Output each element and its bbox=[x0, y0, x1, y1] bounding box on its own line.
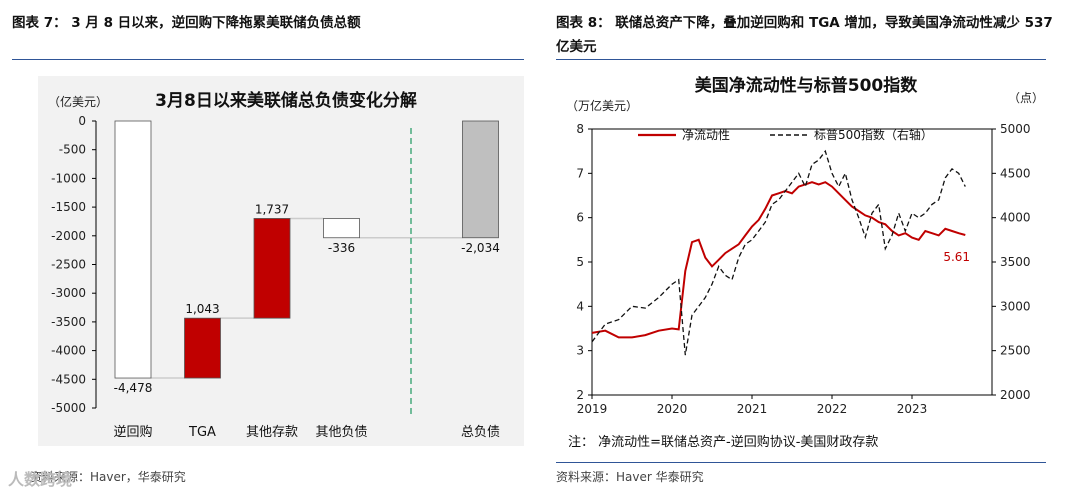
waterfall-y-tick-label: -2000 bbox=[51, 229, 86, 243]
left-y-tick-label: 3 bbox=[576, 344, 584, 358]
waterfall-bar bbox=[114, 120, 152, 379]
waterfall-y-tick-label: -3000 bbox=[51, 286, 86, 300]
x-tick-label: 2020 bbox=[657, 402, 688, 416]
liquidity-chart-title: 美国净流动性与标普500指数 bbox=[695, 75, 918, 96]
waterfall-category-label: 逆回购 bbox=[113, 424, 152, 440]
waterfall-category-label: 其他存款 bbox=[246, 425, 298, 440]
waterfall-y-tick-label: 0 bbox=[78, 114, 86, 128]
waterfall-y-tick-label: -500 bbox=[59, 143, 86, 157]
waterfall-category-label: TGA bbox=[188, 425, 216, 440]
liquidity-chart-svg: 美国净流动性与标普500指数 （万亿美元） （点） 2 3 4 5 6 7 8 2000 250… bbox=[566, 75, 1044, 450]
left-axis-label: （万亿美元） bbox=[566, 98, 638, 113]
right-y-tick-label: 3500 bbox=[1000, 255, 1031, 269]
plot-frame bbox=[591, 128, 993, 396]
left-y-tick-label: 5 bbox=[576, 255, 584, 269]
waterfall-y-tick-label: -4000 bbox=[51, 344, 86, 358]
liquidity-legend: 净流动性 标普500指数（右轴） bbox=[638, 127, 933, 142]
left-y-tick-label: 7 bbox=[576, 166, 584, 180]
caption-rule-right bbox=[556, 59, 1046, 60]
waterfall-y-axis-label: （亿美元） bbox=[48, 94, 108, 109]
right-y-tick-label: 2500 bbox=[1000, 344, 1031, 358]
waterfall-bar bbox=[462, 120, 499, 239]
waterfall-chart-title: 3月8日以来美联储总负债变化分解 bbox=[155, 90, 417, 111]
legend-label-sp500: 标普500指数（右轴） bbox=[814, 127, 933, 142]
waterfall-category-label: 其他负债 bbox=[315, 425, 367, 440]
x-tick-label: 2019 bbox=[577, 402, 608, 416]
waterfall-y-axis: 0 -500 -1000 -1500 -2000 -2500 -3000 -3500 -4000… bbox=[51, 114, 97, 415]
left-y-tick-label: 4 bbox=[576, 299, 584, 313]
left-y-tick-label: 8 bbox=[576, 122, 584, 136]
waterfall-chart-svg: 3月8日以来美联储总负债变化分解 （亿美元） 0 -500 -1000 -1500 -2… bbox=[38, 76, 524, 446]
right-y-tick-label: 4000 bbox=[1000, 211, 1031, 225]
caption-rule-left bbox=[12, 59, 524, 60]
waterfall-y-tick-label: -1500 bbox=[51, 200, 86, 214]
x-tick-label: 2021 bbox=[737, 402, 768, 416]
left-y-tick-label: 6 bbox=[576, 211, 584, 225]
source-rule-right bbox=[556, 462, 1046, 463]
waterfall-y-tick-label: -3500 bbox=[51, 315, 86, 329]
waterfall-y-tick-label: -1000 bbox=[51, 171, 86, 185]
liquidity-series bbox=[591, 149, 966, 356]
right-y-tick-label: 2000 bbox=[1000, 388, 1031, 402]
net-liquidity-end-label: 5.61 bbox=[943, 250, 970, 264]
waterfall-chart: 3月8日以来美联储总负债变化分解 （亿美元） 0 -500 -1000 -1500 -2… bbox=[38, 76, 524, 446]
waterfall-y-tick-label: -5000 bbox=[51, 401, 86, 415]
liquidity-chart-note: 注： 净流动性=联储总资产-逆回购协议-美国财政存款 bbox=[568, 434, 878, 450]
liquidity-axes: 2 3 4 5 6 7 8 2000 2500 3000 3500 4000 4500 5000 2019 2… bbox=[576, 122, 1030, 416]
waterfall-y-tick-label: -4500 bbox=[51, 372, 86, 386]
figure-8-caption: 图表 8： 联储总资产下降，叠加逆回购和 TGA 增加，导致美国净流动性减少 5… bbox=[556, 15, 1053, 55]
waterfall-connectors bbox=[151, 217, 463, 379]
x-tick-label: 2022 bbox=[817, 402, 848, 416]
source-left: 资料来源：Haver，华泰研究 bbox=[30, 470, 186, 484]
figure-7-caption: 图表 7： 3 月 8 日以来，逆回购下降拖累美联储负债总额 bbox=[12, 15, 361, 31]
source-right: 资料来源：Haver 华泰研究 bbox=[556, 470, 704, 484]
waterfall-bars bbox=[114, 120, 499, 379]
waterfall-bar bbox=[323, 218, 360, 239]
waterfall-y-tick-label: -2500 bbox=[51, 258, 86, 272]
watermark-logo: 人数跨境 bbox=[8, 470, 73, 489]
legend-label-net-liquidity: 净流动性 bbox=[682, 128, 730, 142]
net-liquidity-line bbox=[591, 181, 966, 339]
left-y-tick-label: 2 bbox=[576, 388, 584, 402]
right-y-tick-label: 3000 bbox=[1000, 299, 1031, 313]
right-y-tick-label: 4500 bbox=[1000, 166, 1031, 180]
waterfall-data-labels: -4,478 1,043 1,737 -336 -2,034 bbox=[114, 202, 500, 395]
waterfall-bar bbox=[184, 317, 221, 379]
x-tick-label: 2023 bbox=[897, 402, 928, 416]
waterfall-data-label: -4,478 bbox=[114, 381, 153, 395]
right-axis-label: （点） bbox=[1008, 91, 1044, 105]
waterfall-data-label: 1,737 bbox=[255, 202, 289, 216]
waterfall-data-label: -336 bbox=[328, 241, 355, 255]
waterfall-bar bbox=[253, 218, 291, 319]
waterfall-data-label: 1,043 bbox=[185, 302, 219, 316]
waterfall-data-label: -2,034 bbox=[461, 241, 500, 255]
liquidity-chart: 美国净流动性与标普500指数 （万亿美元） （点） 2 3 4 5 6 7 8 2000 250… bbox=[556, 64, 1056, 460]
sp500-line bbox=[591, 149, 966, 356]
waterfall-category-labels: 逆回购 TGA 其他存款 其他负债 总负债 bbox=[113, 424, 500, 440]
right-y-tick-label: 5000 bbox=[1000, 122, 1031, 136]
waterfall-category-label: 总负债 bbox=[461, 425, 500, 440]
